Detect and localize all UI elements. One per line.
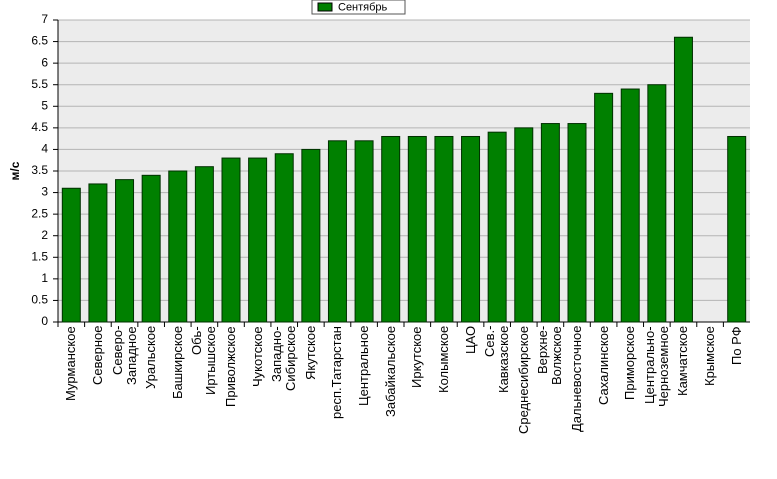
- y-tick-label: 3.5: [31, 163, 48, 177]
- bar: [407, 135, 427, 323]
- bar: [354, 140, 374, 323]
- legend: [311, 0, 406, 15]
- x-tick-label: Башкирское: [169, 326, 185, 400]
- y-tick-label: 4: [41, 142, 48, 156]
- bar: [88, 183, 108, 323]
- x-tick-label: Якутское: [302, 326, 318, 381]
- bar: [221, 157, 241, 323]
- legend-label: Сентябрь: [338, 1, 388, 13]
- x-tick-label: Чукотское: [249, 326, 265, 387]
- x-tick-label: Колымское: [435, 326, 451, 394]
- y-tick-label: 5.5: [31, 77, 48, 91]
- x-tick-label: Мурманское: [63, 326, 79, 401]
- y-tick-label: 4.5: [31, 120, 48, 134]
- y-tick-label: 3: [41, 185, 48, 199]
- bar: [434, 135, 454, 323]
- bar: [727, 135, 747, 323]
- x-tick-label: Приволжское: [223, 326, 238, 407]
- y-tick-label: 2.5: [31, 206, 48, 220]
- y-axis-label: м/с: [8, 161, 22, 180]
- bar: [274, 153, 294, 323]
- y-tick-label: 2: [41, 228, 48, 242]
- bar: [301, 148, 321, 323]
- bar: [540, 123, 560, 323]
- y-tick-label: 1: [41, 271, 48, 285]
- y-tick-label: 1.5: [31, 249, 48, 263]
- bar: [594, 92, 614, 323]
- y-tick-label: 6: [41, 55, 48, 69]
- x-tick-label: Северное: [89, 326, 105, 386]
- x-tick-label: Северо- Западное: [109, 326, 139, 385]
- x-tick-label: респ.Татарстан: [329, 326, 345, 419]
- x-tick-label: Обь- Иртышское: [189, 326, 219, 395]
- x-tick-label: Верхне- Волжское: [535, 326, 565, 385]
- bar: [461, 135, 481, 323]
- x-tick-label: Приморское: [622, 326, 638, 401]
- y-tick-label: 0: [41, 314, 48, 328]
- bar: [647, 84, 667, 323]
- y-tick-label: 6.5: [31, 34, 48, 48]
- bar: [673, 36, 693, 323]
- bar: [567, 123, 587, 323]
- x-tick-label: Дальневосточное: [569, 326, 584, 433]
- x-tick-label: Центральное: [356, 326, 372, 407]
- bar: [141, 174, 161, 323]
- bar: [620, 88, 640, 323]
- bar: [61, 187, 81, 323]
- y-tick-label: 0.5: [31, 293, 48, 307]
- x-tick-label: Иркутское: [409, 326, 425, 388]
- bar: [381, 135, 401, 323]
- x-tick-label: Забайкальское: [382, 326, 398, 418]
- x-tick-label: Сахалинское: [595, 326, 611, 406]
- bar: [115, 179, 135, 323]
- x-tick-label: Центрально- Черноземное: [641, 326, 671, 408]
- x-tick-label: Сев.- Кавказское: [482, 326, 512, 394]
- x-tick-label: Западно- Сибирское: [269, 326, 299, 392]
- bar: [248, 157, 268, 323]
- legend-swatch: [317, 2, 333, 12]
- bar: [194, 166, 214, 323]
- x-tick-label: Среднесибирское: [515, 326, 531, 435]
- bar: [327, 140, 347, 323]
- bar: [487, 131, 507, 323]
- bar: [168, 170, 188, 323]
- x-tick-label: Камчатское: [675, 326, 691, 397]
- x-tick-label: ЦАО: [462, 326, 478, 355]
- x-tick-label: Уральское: [143, 326, 159, 390]
- x-tick-label: Крымское: [702, 326, 718, 386]
- y-tick-label: 7: [41, 12, 48, 26]
- y-tick-label: 5: [41, 98, 48, 112]
- bar: [514, 127, 534, 323]
- x-tick-label: По РФ: [728, 326, 744, 365]
